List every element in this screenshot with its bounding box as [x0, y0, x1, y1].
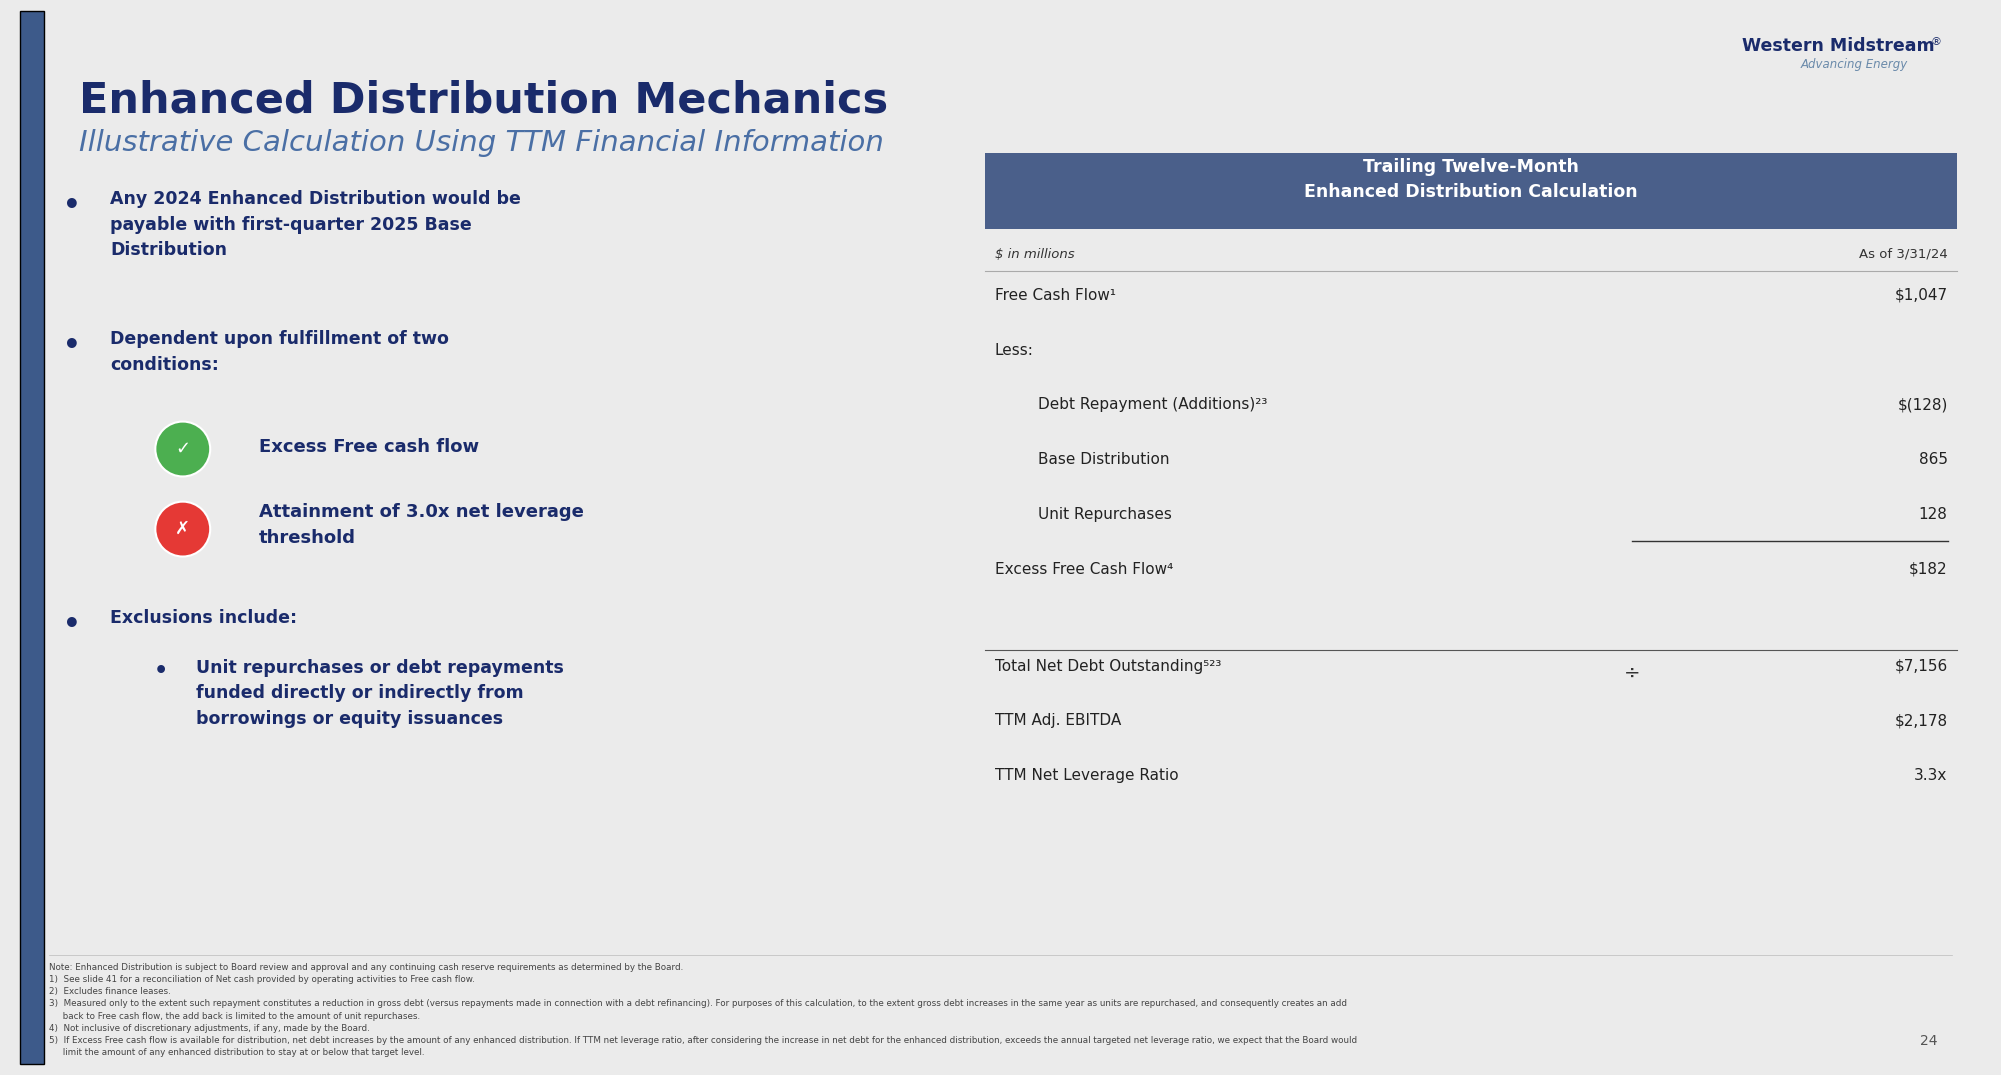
- Text: 865: 865: [1919, 453, 1947, 468]
- Text: •: •: [64, 332, 80, 360]
- Text: Illustrative Calculation Using TTM Financial Information: Illustrative Calculation Using TTM Finan…: [78, 129, 884, 157]
- Text: Less:: Less:: [994, 343, 1033, 358]
- Text: back to Free cash flow, the add back is limited to the amount of unit repurchase: back to Free cash flow, the add back is …: [50, 1012, 420, 1020]
- Text: Attainment of 3.0x net leverage
threshold: Attainment of 3.0x net leverage threshol…: [260, 503, 584, 547]
- Text: Enhanced Distribution Mechanics: Enhanced Distribution Mechanics: [78, 80, 888, 121]
- Text: Note: Enhanced Distribution is subject to Board review and approval and any cont: Note: Enhanced Distribution is subject t…: [50, 963, 684, 972]
- Text: 128: 128: [1919, 507, 1947, 522]
- Text: Any 2024 Enhanced Distribution would be
payable with first-quarter 2025 Base
Dis: Any 2024 Enhanced Distribution would be …: [110, 190, 520, 259]
- Text: TTM Net Leverage Ratio: TTM Net Leverage Ratio: [994, 769, 1179, 784]
- Text: Unit repurchases or debt repayments
funded directly or indirectly from
borrowing: Unit repurchases or debt repayments fund…: [196, 659, 564, 728]
- Text: •: •: [154, 661, 168, 680]
- Text: Free Cash Flow¹: Free Cash Flow¹: [994, 288, 1117, 303]
- Text: ®: ®: [1931, 37, 1941, 47]
- Text: Exclusions include:: Exclusions include:: [110, 610, 298, 627]
- Text: $(128): $(128): [1897, 398, 1947, 413]
- Text: 2)  Excludes finance leases.: 2) Excludes finance leases.: [50, 987, 172, 997]
- Text: ÷: ÷: [1623, 664, 1641, 683]
- Text: limit the amount of any enhanced distribution to stay at or below that target le: limit the amount of any enhanced distrib…: [50, 1048, 424, 1057]
- Text: 5)  If Excess Free cash flow is available for distribution, net debt increases b: 5) If Excess Free cash flow is available…: [50, 1036, 1357, 1045]
- Text: Excess Free cash flow: Excess Free cash flow: [260, 438, 480, 456]
- Text: 24: 24: [1921, 1034, 1937, 1048]
- Ellipse shape: [156, 502, 210, 557]
- Text: $182: $182: [1909, 562, 1947, 576]
- Text: $1,047: $1,047: [1895, 288, 1947, 303]
- Text: •: •: [64, 192, 80, 220]
- Text: $2,178: $2,178: [1895, 714, 1947, 729]
- Text: 3)  Measured only to the extent such repayment constitutes a reduction in gross : 3) Measured only to the extent such repa…: [50, 1000, 1347, 1008]
- Ellipse shape: [156, 421, 210, 476]
- Text: Base Distribution: Base Distribution: [1039, 453, 1169, 468]
- Text: TTM Adj. EBITDA: TTM Adj. EBITDA: [994, 714, 1121, 729]
- Text: •: •: [64, 612, 80, 640]
- Text: Trailing Twelve-Month
Enhanced Distribution Calculation: Trailing Twelve-Month Enhanced Distribut…: [1305, 158, 1639, 201]
- Text: ✗: ✗: [176, 520, 190, 539]
- Text: $7,156: $7,156: [1895, 659, 1947, 674]
- Text: 4)  Not inclusive of discretionary adjustments, if any, made by the Board.: 4) Not inclusive of discretionary adjust…: [50, 1023, 370, 1033]
- Text: 1)  See slide 41 for a reconciliation of Net cash provided by operating activiti: 1) See slide 41 for a reconciliation of …: [50, 975, 474, 985]
- Text: As of 3/31/24: As of 3/31/24: [1859, 247, 1947, 261]
- Text: 3.3x: 3.3x: [1915, 769, 1947, 784]
- Text: Total Net Debt Outstanding⁵²³: Total Net Debt Outstanding⁵²³: [994, 659, 1221, 674]
- Text: Debt Repayment (Additions)²³: Debt Repayment (Additions)²³: [1039, 398, 1267, 413]
- Text: $ in millions: $ in millions: [994, 247, 1075, 261]
- Text: Excess Free Cash Flow⁴: Excess Free Cash Flow⁴: [994, 562, 1173, 576]
- Text: Western Midstream: Western Midstream: [1741, 37, 1935, 55]
- FancyBboxPatch shape: [984, 153, 1957, 229]
- FancyBboxPatch shape: [20, 11, 44, 1064]
- Text: ✓: ✓: [176, 440, 190, 458]
- Text: Unit Repurchases: Unit Repurchases: [1039, 507, 1173, 522]
- Text: Dependent upon fulfillment of two
conditions:: Dependent upon fulfillment of two condit…: [110, 330, 448, 374]
- Text: Advancing Energy: Advancing Energy: [1801, 58, 1907, 71]
